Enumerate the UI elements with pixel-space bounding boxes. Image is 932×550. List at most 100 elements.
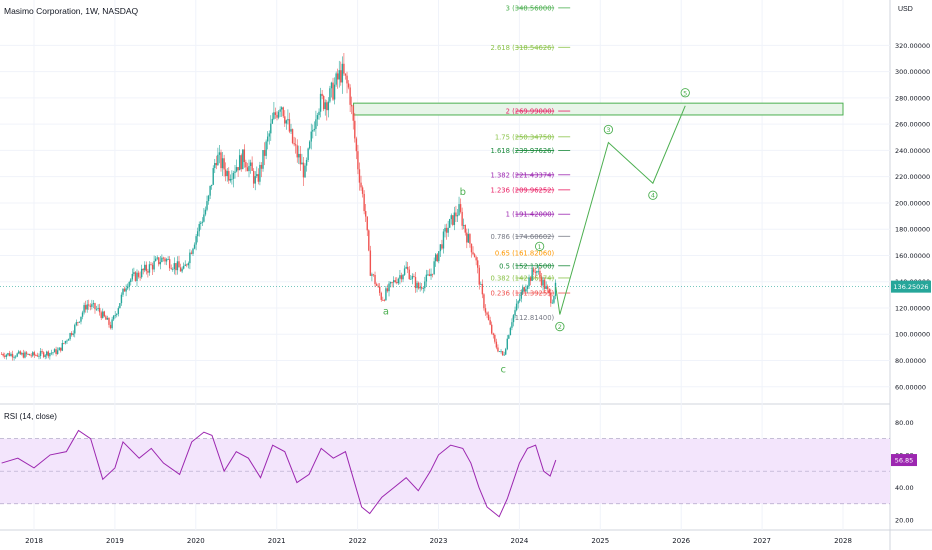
candle-body — [63, 343, 65, 344]
candle-body — [162, 257, 165, 259]
candle-body — [354, 120, 356, 139]
fib-level-label: 1 (191.42000) — [506, 211, 555, 219]
price-tick-label: 160.00000 — [895, 252, 930, 260]
candle-body — [100, 312, 102, 318]
candle-body — [131, 273, 134, 280]
candle-body — [81, 312, 84, 317]
fib-level-label: 0.382 (142.86374) — [490, 274, 554, 282]
wave-marker — [648, 190, 658, 200]
candle-body — [346, 75, 348, 84]
candle-body — [506, 338, 508, 350]
candle-body — [525, 289, 527, 292]
fib-level-label: 2 (269.99000) — [506, 108, 555, 116]
candle-body — [209, 185, 211, 196]
candle-body — [417, 282, 420, 289]
candle-body — [145, 264, 148, 272]
candle-body — [293, 143, 295, 145]
candle-body — [270, 123, 272, 134]
candle-body — [434, 254, 437, 262]
candle-body — [224, 169, 227, 177]
candle-body — [349, 87, 351, 105]
candle-body — [156, 257, 158, 259]
candle-body — [352, 106, 354, 121]
fib-level-label: 3 (348.56000) — [506, 4, 555, 12]
candle-body — [50, 352, 53, 354]
candle-body — [210, 184, 213, 186]
candle-body — [179, 267, 182, 272]
candle-body — [371, 274, 373, 276]
candle-body — [470, 243, 473, 253]
currency-label[interactable]: USD — [898, 6, 913, 13]
candle-body — [514, 310, 516, 316]
target-zone — [353, 102, 844, 116]
price-axis[interactable]: 60.0000080.00000100.00000120.00000140.00… — [891, 42, 931, 525]
candle-body — [13, 356, 15, 358]
candle-body — [114, 315, 116, 316]
candle-body — [226, 171, 228, 177]
candle-body — [466, 232, 468, 243]
candle-body — [112, 315, 115, 320]
candle-body — [500, 351, 502, 352]
candle-body — [312, 130, 314, 132]
candle-body — [363, 193, 365, 212]
candle-body — [214, 162, 216, 169]
candle-body — [452, 215, 454, 225]
candle-body — [49, 353, 51, 357]
candle-body — [296, 145, 298, 158]
candle-body — [83, 305, 85, 313]
candle-body — [136, 272, 138, 281]
candle-body — [60, 347, 62, 351]
candle-body — [287, 119, 289, 121]
candle-body — [133, 272, 135, 274]
wave-number: 4 — [651, 192, 655, 200]
candle-body — [11, 353, 14, 358]
candle-body — [144, 264, 146, 271]
candle-body — [511, 322, 513, 328]
candle-body — [238, 155, 241, 171]
candle-body — [327, 101, 330, 111]
candle-body — [168, 259, 171, 269]
candle-body — [397, 278, 400, 284]
fib-level-label: 1.75 (250.34750) — [495, 133, 555, 141]
candle-body — [7, 353, 9, 355]
candle-body — [551, 302, 554, 304]
price-tick-label: 280.00000 — [895, 94, 930, 102]
candle-body — [419, 287, 421, 289]
candle-body — [46, 351, 48, 356]
candle-body — [201, 221, 204, 223]
candle-body — [459, 204, 462, 212]
candle-body — [69, 333, 71, 340]
candle-body — [42, 352, 45, 357]
price-tick-label: 80.00000 — [895, 357, 926, 365]
candle-body — [455, 212, 457, 217]
candle-body — [254, 176, 256, 184]
candle-body — [265, 141, 267, 156]
candle-body — [126, 286, 129, 289]
candle-body — [251, 162, 253, 171]
candle-body — [503, 354, 505, 356]
time-axis[interactable]: 2018 2019 2020 2021 2022 2023 2024 2025 2026 2027… — [25, 537, 852, 545]
candle-body — [447, 227, 449, 233]
candle-body — [172, 269, 174, 270]
candle-body — [147, 271, 149, 273]
candle-body — [389, 282, 392, 284]
candle-body — [105, 316, 107, 320]
candle-body — [198, 224, 200, 232]
candle-body — [203, 214, 205, 222]
candle-body — [319, 93, 322, 112]
candle-body — [91, 304, 93, 307]
chart-title: Masimo Corporation, 1W, NASDAQ — [4, 6, 139, 16]
fib-level-label: 1.618 (239.97626) — [490, 147, 554, 155]
price-tick-label: 120.00000 — [895, 304, 930, 312]
candle-body — [487, 314, 490, 321]
candle-body — [467, 234, 470, 243]
candle-body — [18, 351, 20, 354]
price-tick-label: 300.00000 — [895, 68, 930, 76]
candle-body — [442, 231, 445, 249]
candle-body — [477, 260, 479, 268]
candle-body — [284, 116, 286, 124]
candle-body — [489, 320, 491, 325]
candle-body — [142, 268, 144, 271]
candle-body — [491, 324, 493, 334]
time-tick-label: 2025 — [591, 537, 609, 545]
